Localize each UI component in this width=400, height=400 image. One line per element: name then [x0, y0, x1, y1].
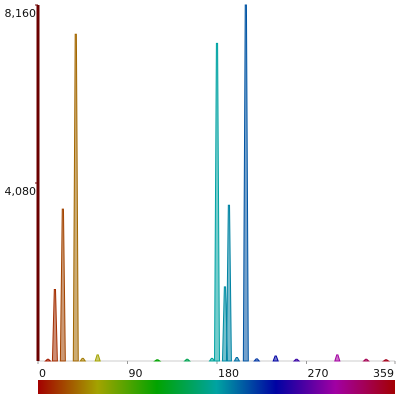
spike: [334, 354, 341, 362]
spike: [242, 4, 249, 362]
spike: [51, 288, 58, 362]
spike: [362, 358, 370, 362]
spike: [253, 358, 261, 362]
spike: [153, 359, 162, 362]
spike: [208, 357, 216, 362]
spike: [183, 358, 191, 362]
hue-bar: [38, 380, 395, 394]
spike: [272, 355, 279, 362]
spike: [213, 42, 221, 362]
spike: [59, 208, 66, 362]
spike: [292, 358, 301, 362]
spike: [79, 357, 87, 362]
x-tick-label: 0: [39, 367, 46, 380]
spike: [233, 357, 241, 362]
x-tick-label: 180: [218, 367, 239, 380]
spike: [225, 204, 232, 362]
spike: [381, 359, 391, 362]
spike: [44, 358, 52, 362]
x-tick-label: 90: [128, 367, 142, 380]
x-tick-label: 270: [307, 367, 328, 380]
x-tick-label: 359: [373, 367, 394, 380]
spike: [72, 33, 79, 362]
y-tick-label: 8,160: [5, 7, 37, 20]
spike: [94, 354, 101, 362]
y-tick-label: 4,080: [5, 185, 37, 198]
